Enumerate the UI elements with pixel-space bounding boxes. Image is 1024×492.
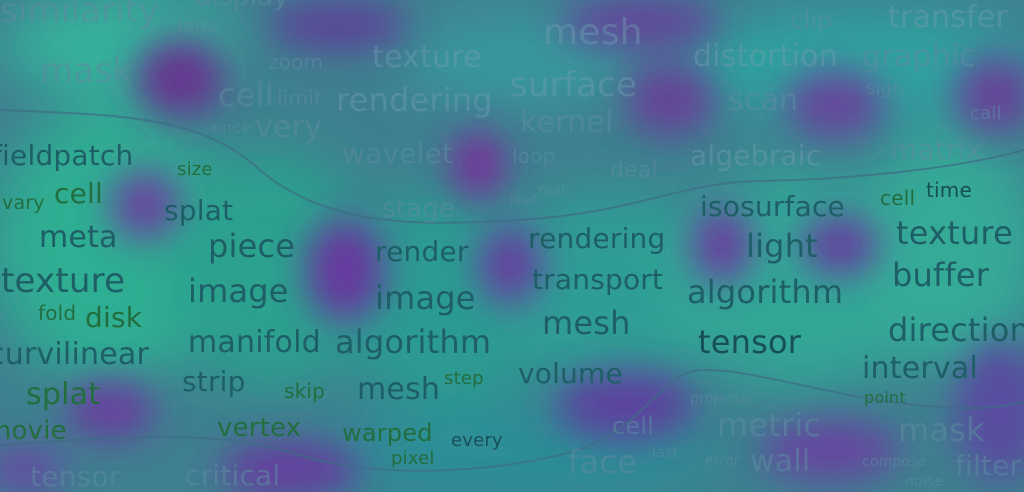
word-middle: isosurface — [700, 190, 845, 223]
word-bottom: metric — [717, 406, 822, 444]
word-top: limit — [277, 86, 322, 110]
word-top: stage — [382, 194, 456, 224]
word-middle: cell — [880, 186, 916, 210]
word-top: clip — [790, 6, 833, 34]
word-middle: strip — [182, 365, 246, 398]
word-middle: movie — [0, 416, 67, 446]
word-middle: warped — [342, 419, 433, 447]
word-bottom: projector — [690, 391, 755, 407]
word-middle: step — [444, 368, 484, 389]
word-top: leaf — [510, 193, 537, 209]
word-middle: piece — [208, 227, 296, 265]
word-top: mesh — [543, 12, 643, 53]
word-middle: vary — [2, 192, 45, 214]
word-middle: texture — [1, 261, 126, 301]
word-bottom: compose — [862, 454, 927, 470]
word-middle: fieldpatch — [0, 139, 134, 172]
word-bottom: face — [568, 443, 637, 481]
word-bottom: tensor — [30, 460, 121, 492]
word-top: algebraic — [690, 139, 822, 172]
word-middle: skip — [284, 379, 326, 403]
word-bottom: cell — [612, 412, 655, 440]
word-top: sign — [866, 78, 905, 99]
word-middle: algorithm — [687, 273, 844, 311]
word-bottom: error — [705, 453, 740, 469]
word-bottom: filter — [955, 449, 1022, 482]
word-top: wavelet — [342, 137, 454, 170]
word-middle: volume — [518, 357, 623, 390]
word-top: call — [970, 103, 1002, 124]
word-top: cell — [218, 76, 274, 114]
word-middle: mesh — [542, 304, 631, 342]
word-top: matrix — [890, 133, 983, 166]
word-middle: vertex — [217, 413, 302, 443]
stream-boundary-top — [0, 109, 1024, 224]
word-middle: interval — [862, 351, 978, 386]
word-middle: algorithm — [335, 323, 492, 361]
word-top: scan — [728, 83, 799, 118]
word-top: display — [195, 0, 289, 10]
word-top: texture — [372, 40, 482, 75]
word-middle: every — [451, 430, 503, 451]
word-middle: direction — [888, 311, 1024, 349]
word-middle: curvilinear — [0, 337, 149, 372]
word-top: mask — [40, 51, 133, 91]
word-middle: buffer — [892, 256, 990, 294]
word-middle: cell — [54, 177, 103, 210]
word-middle: size — [177, 159, 213, 180]
word-middle: splat — [164, 194, 234, 227]
word-middle: image — [375, 279, 476, 317]
word-middle: time — [926, 178, 972, 202]
word-top: once — [212, 118, 252, 137]
word-top: kernel — [520, 105, 614, 140]
word-bottom: noise — [905, 474, 944, 490]
word-middle: pixel — [391, 448, 435, 469]
word-middle: image — [188, 272, 289, 310]
word-middle: disk — [85, 301, 143, 334]
word-middle: mesh — [357, 372, 441, 407]
word-middle: light — [746, 227, 818, 265]
word-bottom: wall — [750, 444, 811, 479]
word-top: transfer — [888, 0, 1009, 35]
word-middle: fold — [38, 301, 77, 325]
word-middle: tensor — [698, 323, 802, 361]
word-top: loop — [512, 144, 556, 168]
word-bottom: mask — [898, 411, 985, 449]
word-middle: meta — [39, 220, 118, 255]
word-top: similarity — [0, 0, 159, 31]
word-top: very — [255, 110, 323, 145]
word-top: rendering — [336, 81, 493, 119]
word-top: deal — [610, 158, 658, 183]
word-middle: manifold — [188, 325, 321, 360]
word-middle: rendering — [528, 222, 666, 255]
word-bottom: last — [652, 445, 679, 461]
word-top: lens — [178, 16, 216, 37]
word-middle: splat — [26, 377, 101, 412]
word-top: zoom — [268, 50, 324, 74]
word-middle: transport — [532, 263, 664, 296]
word-middle: point — [864, 388, 906, 407]
word-top: real — [538, 183, 566, 199]
word-top: graphic — [862, 39, 977, 74]
stream-boundary-bottom — [0, 368, 1024, 472]
word-top: surface — [510, 65, 638, 105]
word-middle: texture — [896, 214, 1013, 252]
word-bottom: critical — [185, 459, 281, 492]
word-middle: render — [375, 235, 469, 268]
word-top: distortion — [693, 39, 838, 74]
